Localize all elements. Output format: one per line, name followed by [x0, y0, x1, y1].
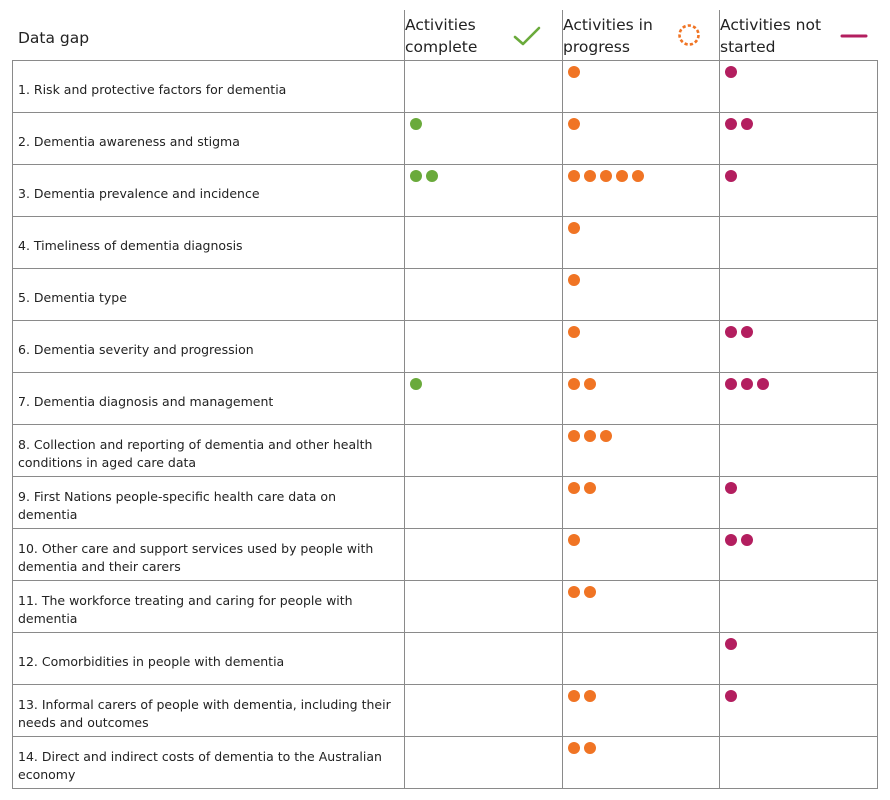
status-dot-in-progress: [568, 222, 580, 234]
status-dot-complete: [410, 170, 422, 182]
row-label: 1. Risk and protective factors for demen…: [18, 82, 287, 97]
status-dot-in-progress: [584, 482, 596, 494]
row-label: 3. Dementia prevalence and incidence: [18, 186, 260, 201]
status-dot-not-started: [725, 66, 737, 78]
status-dot-not-started: [725, 378, 737, 390]
row-label: 12. Comorbidities in people with dementi…: [18, 654, 285, 669]
status-dot-in-progress: [568, 482, 580, 494]
header-activities-in-progress: Activities in progress: [563, 16, 653, 56]
status-dot-in-progress: [568, 586, 580, 598]
status-dot-complete: [410, 118, 422, 130]
status-dot-in-progress: [568, 326, 580, 338]
status-dot-not-started: [741, 378, 753, 390]
status-dot-not-started: [741, 326, 753, 338]
progress-spinner-icon: [678, 24, 700, 46]
row-label: 5. Dementia type: [18, 290, 127, 305]
status-dot-in-progress: [568, 118, 580, 130]
status-dot-in-progress: [584, 690, 596, 702]
header-activities-complete: Activities complete: [405, 16, 478, 56]
status-dot-in-progress: [584, 742, 596, 754]
status-dot-complete: [410, 378, 422, 390]
status-dot-in-progress: [568, 274, 580, 286]
status-dot-not-started: [725, 534, 737, 546]
status-dot-in-progress: [568, 690, 580, 702]
status-dot-not-started: [725, 690, 737, 702]
status-dot-in-progress: [568, 742, 580, 754]
header-data-gap: Data gap: [18, 29, 90, 47]
row-label: 4. Timeliness of dementia diagnosis: [18, 238, 243, 253]
status-dot-not-started: [757, 378, 769, 390]
row-label: 9. First Nations people-specific health …: [18, 489, 337, 522]
dash-icon: [840, 34, 868, 38]
status-dot-in-progress: [616, 170, 628, 182]
row-label: 8. Collection and reporting of dementia …: [18, 437, 373, 470]
status-dot-not-started: [725, 638, 737, 650]
status-dot-complete: [426, 170, 438, 182]
status-dot-in-progress: [632, 170, 644, 182]
status-dot-in-progress: [584, 170, 596, 182]
check-icon: [513, 26, 541, 46]
status-dot-in-progress: [568, 170, 580, 182]
status-dot-in-progress: [568, 534, 580, 546]
status-dot-in-progress: [600, 430, 612, 442]
status-dot-in-progress: [584, 586, 596, 598]
status-dot-in-progress: [568, 378, 580, 390]
status-dot-not-started: [741, 534, 753, 546]
status-dot-not-started: [725, 170, 737, 182]
status-dot-in-progress: [568, 66, 580, 78]
row-label: 14. Direct and indirect costs of dementi…: [18, 749, 382, 782]
row-label: 11. The workforce treating and caring fo…: [18, 593, 353, 626]
header-activities-not-started: Activities not started: [720, 16, 822, 56]
status-dot-in-progress: [600, 170, 612, 182]
row-label: 10. Other care and support services used…: [18, 541, 374, 574]
status-dot-not-started: [725, 326, 737, 338]
status-dot-not-started: [725, 482, 737, 494]
status-dot-in-progress: [584, 378, 596, 390]
status-dot-not-started: [741, 118, 753, 130]
row-label: 13. Informal carers of people with demen…: [18, 697, 391, 730]
status-dot-not-started: [725, 118, 737, 130]
row-label: 2. Dementia awareness and stigma: [18, 134, 240, 149]
status-dot-in-progress: [584, 430, 596, 442]
row-label: 6. Dementia severity and progression: [18, 342, 254, 357]
status-dot-in-progress: [568, 430, 580, 442]
row-label: 7. Dementia diagnosis and management: [18, 394, 274, 409]
